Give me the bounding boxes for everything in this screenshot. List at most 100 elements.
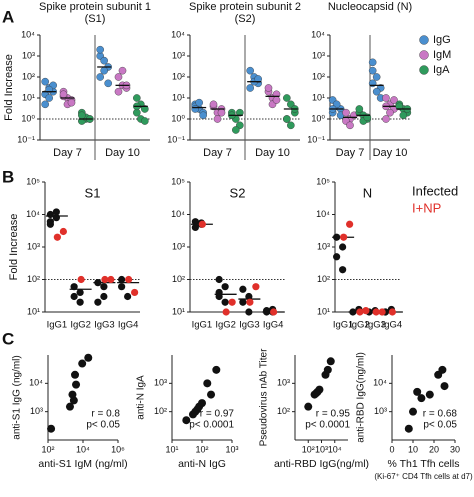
annotation: p< 0.0001 bbox=[305, 420, 350, 431]
data-point bbox=[246, 84, 254, 92]
data-point bbox=[84, 353, 93, 362]
data-point bbox=[53, 233, 61, 241]
data-point bbox=[321, 370, 330, 379]
x-tick-label: IgG4 bbox=[263, 320, 284, 331]
legend-label: IgA bbox=[433, 64, 450, 76]
y-axis-label: Fold Increase bbox=[3, 54, 15, 121]
legend-label: IgM bbox=[433, 49, 451, 61]
x-tick-label: Day 10 bbox=[255, 147, 290, 159]
data-point bbox=[312, 389, 321, 398]
data-point bbox=[417, 394, 426, 403]
x-tick-label: Day 10 bbox=[105, 147, 140, 159]
data-point bbox=[272, 96, 281, 104]
y-axis-label: Fold Increase bbox=[8, 214, 20, 281]
data-point bbox=[191, 105, 199, 113]
y-tick-label: 10³ bbox=[27, 241, 40, 251]
data-point bbox=[287, 121, 295, 130]
data-point bbox=[221, 283, 229, 291]
annotation: r = 0.95 bbox=[316, 409, 351, 420]
x-tick-label: Day 10 bbox=[373, 147, 408, 159]
data-point bbox=[425, 390, 434, 399]
x-tick-label: 10⁶ bbox=[111, 444, 125, 454]
data-point bbox=[342, 108, 350, 117]
data-point bbox=[362, 307, 370, 315]
y-tick-label: 10⁰ bbox=[171, 113, 185, 123]
data-point bbox=[246, 66, 254, 75]
data-point bbox=[195, 98, 203, 107]
data-point bbox=[252, 283, 260, 291]
x-tick-label: 10² bbox=[195, 444, 208, 454]
data-point bbox=[239, 298, 247, 306]
y-tick-label: 10⁵ bbox=[26, 176, 40, 186]
annotation: r = 0.8 bbox=[91, 409, 120, 420]
data-point bbox=[52, 214, 60, 222]
y-tick-label: 10⁴ bbox=[373, 378, 387, 388]
y-tick-label: 10³ bbox=[172, 50, 185, 60]
x-tick-label: IgG1 bbox=[333, 320, 354, 331]
y-tick-label: 10¹ bbox=[317, 306, 330, 316]
panel-label: C bbox=[2, 329, 14, 348]
data-point bbox=[72, 380, 81, 389]
x-tick-label: IgG3 bbox=[94, 320, 115, 331]
x-tick-label: IgG1 bbox=[192, 320, 213, 331]
x-tick-label: 20 bbox=[429, 444, 439, 454]
legend-marker bbox=[419, 35, 429, 45]
data-point bbox=[100, 56, 108, 65]
y-tick-label: 10¹ bbox=[172, 306, 185, 316]
chart-title: Spike protein subunit 1 (S1) bbox=[39, 1, 151, 25]
x-tick-label: 10³ bbox=[315, 444, 328, 454]
data-point bbox=[399, 111, 408, 120]
data-point bbox=[114, 87, 123, 96]
y-axis-label: Pseudovirus nAb Titer bbox=[259, 348, 270, 446]
y-tick-label: 10⁻¹ bbox=[17, 134, 35, 144]
x-tick-label: IgG4 bbox=[382, 320, 403, 331]
chart-title-box: Spike protein subunit 2 (S2) bbox=[189, 1, 301, 25]
y-tick-label: 10³ bbox=[172, 241, 185, 251]
x-axis-label: anti-RBD IgG(ng/ml) bbox=[274, 458, 369, 470]
data-point bbox=[118, 283, 126, 291]
x-tick-label: IgG2 bbox=[70, 320, 91, 331]
data-point bbox=[101, 275, 109, 284]
data-point bbox=[339, 243, 347, 251]
data-point bbox=[71, 370, 80, 379]
y-tick-label: 10³ bbox=[317, 241, 330, 251]
y-tick-label: 10² bbox=[27, 274, 40, 284]
x-tick-label: 10 bbox=[408, 444, 418, 454]
data-point bbox=[440, 382, 449, 391]
data-point bbox=[46, 210, 54, 219]
x-tick-label: Day 7 bbox=[53, 147, 82, 159]
data-point bbox=[270, 308, 278, 316]
chart-title: Spike protein subunit 2 (S2) bbox=[189, 1, 301, 25]
data-point bbox=[388, 308, 396, 316]
data-point bbox=[263, 307, 271, 315]
annotation: p< 0.05 bbox=[86, 420, 120, 431]
x-tick-label: IgG4 bbox=[118, 320, 139, 331]
data-point bbox=[245, 308, 253, 316]
x-tick-label: IgG3 bbox=[365, 320, 386, 331]
data-point bbox=[221, 298, 229, 306]
data-point bbox=[346, 121, 354, 130]
data-point bbox=[77, 275, 85, 284]
data-point bbox=[67, 98, 76, 107]
y-tick-label: 10¹ bbox=[22, 92, 35, 102]
x-tick-label: IgG3 bbox=[239, 320, 260, 331]
data-point bbox=[45, 94, 53, 102]
data-point bbox=[191, 218, 199, 226]
data-point bbox=[100, 283, 108, 291]
data-point bbox=[52, 208, 60, 216]
data-point bbox=[368, 66, 377, 75]
data-point bbox=[78, 359, 87, 368]
data-point bbox=[283, 115, 291, 123]
y-tick-label: 10² bbox=[154, 406, 167, 416]
y-tick-label: 10⁴ bbox=[26, 209, 40, 219]
x-tick-label: 10⁴ bbox=[328, 444, 342, 454]
chart-title: S1 bbox=[85, 185, 101, 200]
data-point bbox=[141, 105, 149, 113]
y-axis-label: anti-N IgA bbox=[136, 375, 147, 420]
data-point bbox=[96, 45, 104, 54]
data-point bbox=[390, 96, 398, 104]
data-point bbox=[68, 390, 77, 399]
x-axis-label: anti-S1 IgM (ng/ml) bbox=[38, 458, 127, 470]
data-point bbox=[76, 298, 84, 306]
